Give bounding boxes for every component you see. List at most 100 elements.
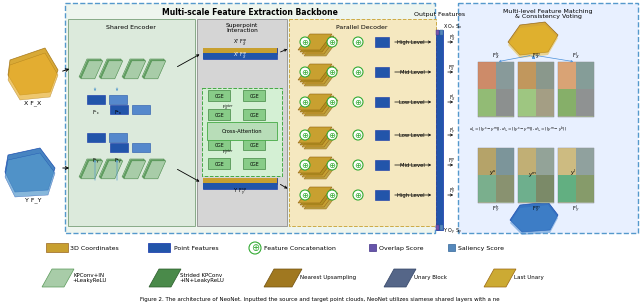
Bar: [536, 175, 554, 202]
Text: KPConv+IN
+LeakyReLU: KPConv+IN +LeakyReLU: [72, 273, 106, 283]
Text: Output Features: Output Features: [415, 12, 465, 17]
Polygon shape: [298, 64, 332, 80]
Circle shape: [300, 67, 310, 77]
Circle shape: [353, 190, 363, 200]
Text: ⊕: ⊕: [251, 243, 259, 253]
Text: Saliency Score: Saliency Score: [458, 245, 504, 251]
Polygon shape: [5, 153, 55, 197]
Polygon shape: [300, 129, 334, 145]
Polygon shape: [149, 269, 181, 287]
Polygon shape: [101, 161, 123, 179]
Bar: [576, 89, 594, 116]
Text: F$_X^l$: F$_X^l$: [572, 50, 580, 62]
Polygon shape: [304, 40, 338, 56]
Bar: [369, 244, 376, 251]
Polygon shape: [510, 202, 558, 232]
Polygon shape: [42, 269, 74, 287]
Bar: [289, 19, 436, 226]
Circle shape: [300, 160, 310, 170]
Polygon shape: [99, 159, 121, 177]
Bar: [203, 53, 277, 59]
Circle shape: [300, 130, 310, 140]
Text: CGE: CGE: [215, 113, 225, 118]
Polygon shape: [142, 159, 164, 177]
Polygon shape: [300, 189, 334, 205]
Bar: [558, 148, 594, 203]
Text: ⊕: ⊕: [355, 191, 362, 200]
Bar: [518, 62, 554, 117]
Text: ⊕: ⊕: [328, 38, 335, 47]
Polygon shape: [298, 157, 332, 173]
Bar: [536, 89, 554, 116]
Polygon shape: [302, 131, 336, 147]
Bar: [496, 89, 514, 116]
Text: Last Unary: Last Unary: [514, 275, 544, 281]
Bar: [208, 158, 230, 169]
Text: ⊕: ⊕: [301, 130, 308, 140]
Text: F$_X^l$: F$_X^l$: [449, 93, 456, 103]
Bar: [440, 30, 443, 35]
Text: 3D Coordinates: 3D Coordinates: [70, 245, 119, 251]
Bar: [87, 133, 105, 142]
Bar: [448, 244, 455, 251]
Text: ⊕: ⊕: [355, 130, 362, 140]
Polygon shape: [143, 160, 165, 178]
Text: X F_X: X F_X: [24, 100, 42, 106]
Polygon shape: [510, 205, 558, 235]
Bar: [436, 225, 439, 230]
Polygon shape: [123, 60, 145, 78]
Polygon shape: [81, 61, 103, 79]
Bar: [558, 89, 594, 116]
Bar: [109, 133, 127, 142]
Text: $y^m$: $y^m$: [529, 170, 538, 180]
Bar: [68, 19, 195, 226]
Polygon shape: [122, 159, 144, 177]
Polygon shape: [100, 60, 122, 78]
Circle shape: [327, 37, 337, 47]
Text: X' F$_X^{sp}$: X' F$_X^{sp}$: [232, 51, 248, 61]
Polygon shape: [100, 160, 122, 178]
Text: Feature Concatenation: Feature Concatenation: [264, 245, 336, 251]
Text: ⊕: ⊕: [355, 161, 362, 170]
Polygon shape: [79, 59, 101, 77]
Circle shape: [327, 190, 337, 200]
Bar: [110, 105, 128, 114]
Bar: [496, 175, 514, 202]
Text: Multi-scale Feature Extraction Backbone: Multi-scale Feature Extraction Backbone: [162, 8, 338, 17]
Text: $y^s$: $y^s$: [489, 168, 497, 177]
Bar: [148, 243, 170, 252]
Bar: [478, 62, 514, 89]
Bar: [518, 148, 554, 175]
Text: F²ₓ: F²ₓ: [115, 110, 122, 114]
Text: ⊕: ⊕: [301, 161, 308, 170]
Polygon shape: [99, 59, 121, 77]
Bar: [202, 88, 282, 176]
Polygon shape: [5, 148, 55, 192]
Bar: [518, 89, 554, 116]
Bar: [46, 243, 68, 252]
Text: F$_Y^l$: F$_Y^l$: [449, 125, 456, 136]
Text: X' F$_X^{sp}$: X' F$_X^{sp}$: [232, 38, 248, 48]
Bar: [576, 175, 594, 202]
Bar: [436, 30, 439, 35]
Circle shape: [249, 242, 261, 254]
Polygon shape: [302, 191, 336, 207]
Bar: [197, 19, 287, 226]
Polygon shape: [124, 161, 146, 179]
Polygon shape: [298, 34, 332, 50]
Text: F$_X^m$: F$_X^m$: [448, 63, 456, 73]
Circle shape: [327, 97, 337, 107]
Bar: [478, 175, 514, 202]
Bar: [203, 48, 277, 53]
Text: Low Level: Low Level: [399, 132, 425, 137]
Bar: [243, 158, 265, 169]
Text: ⊕: ⊕: [328, 161, 335, 170]
Text: Y' F$_Y^{sp}$: Y' F$_Y^{sp}$: [233, 187, 247, 197]
Bar: [110, 143, 128, 152]
Text: ⊕: ⊕: [355, 38, 362, 47]
Text: Cross-Attention: Cross-Attention: [221, 129, 262, 133]
Bar: [208, 90, 230, 101]
Polygon shape: [8, 53, 58, 100]
Bar: [518, 148, 554, 203]
Polygon shape: [304, 70, 338, 86]
